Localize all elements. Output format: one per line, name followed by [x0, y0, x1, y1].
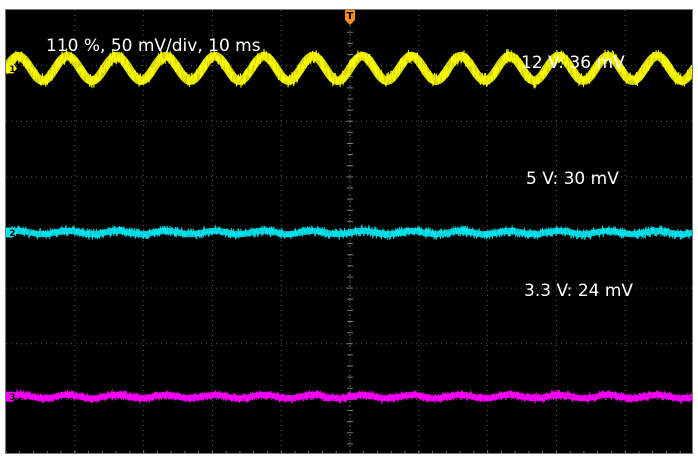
channel-marker-2: 2 — [6, 227, 17, 239]
channel-marker-3: 3 — [6, 391, 17, 403]
trigger-marker: T — [345, 10, 355, 25]
oscilloscope-screen: 1 2 3 T 110 %, 50 mV/div, 10 ms 12 V: 36 m… — [5, 9, 693, 454]
trace-3 — [6, 388, 692, 405]
channel-marker-1: 1 — [6, 63, 17, 75]
channel-markers: 1 2 3 — [6, 63, 17, 403]
traces — [6, 48, 692, 405]
channel-marker-label: 3 — [9, 393, 15, 403]
trigger-t-marker: T — [345, 10, 355, 25]
series-label-12v: 12 V: 36 mV — [521, 53, 625, 73]
chart-title: 110 %, 50 mV/div, 10 ms — [46, 36, 261, 56]
channel-marker-label: 2 — [9, 229, 15, 239]
series-label-3v3: 3.3 V: 24 mV — [524, 281, 634, 301]
trace-2 — [6, 224, 692, 241]
trace-1 — [6, 48, 692, 90]
series-label-5v: 5 V: 30 mV — [526, 169, 619, 189]
trigger-label: T — [347, 11, 354, 22]
channel-marker-label: 1 — [9, 65, 15, 75]
scope-plot: 1 2 3 T — [6, 10, 692, 453]
